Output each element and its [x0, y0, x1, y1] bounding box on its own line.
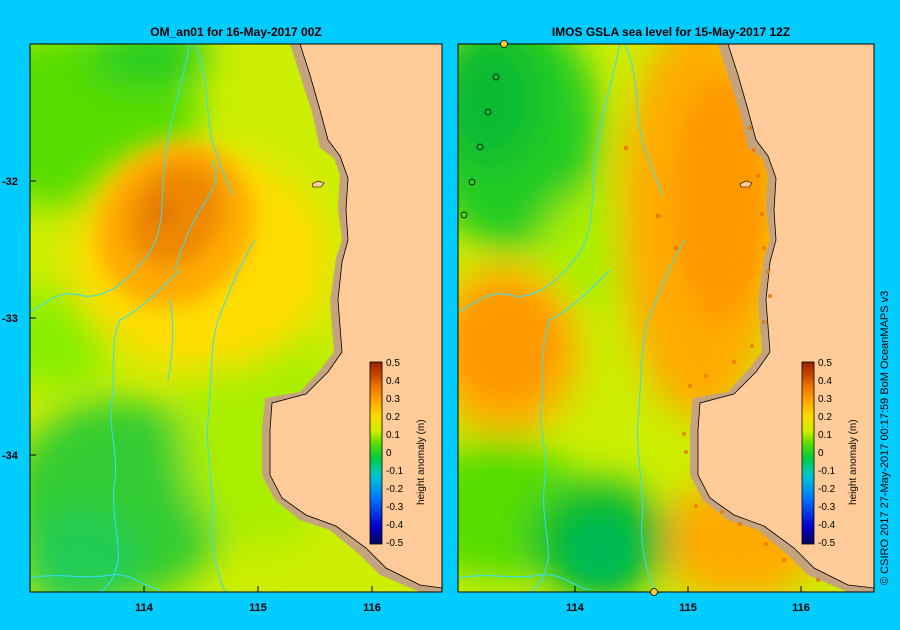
cb-right-tick: 0.2: [818, 412, 832, 423]
colorbar-right-label: height anomaly (m): [848, 419, 859, 505]
y-axis-left: -32 -33 -34: [2, 176, 19, 462]
cb-right-tick: -0.1: [818, 466, 836, 477]
cb-left-tick: -0.2: [386, 484, 404, 495]
cb-right-tick: -0.4: [818, 520, 836, 531]
contour-lines: [30, 44, 256, 592]
x-tick-label: 114: [566, 602, 585, 614]
cb-left-tick: -0.4: [386, 520, 404, 531]
colorbar-right-ticks: 0.5 0.4 0.3 0.2 0.1 0 -0.1 -0.2 -0.3 -0.…: [818, 358, 859, 549]
cb-right-tick: -0.3: [818, 502, 836, 513]
axis-ticks-left: [30, 180, 373, 592]
cb-right-tick: 0: [818, 448, 824, 459]
panel-left-map: [30, 44, 442, 592]
panel-right-title: IMOS GSLA sea level for 15-May-2017 12Z: [552, 25, 790, 39]
panel-left-title: OM_an01 for 16-May-2017 00Z: [150, 25, 321, 39]
cb-left-tick: 0.1: [386, 430, 400, 441]
track-markers: [460, 73, 500, 219]
x-axis-left: 114 115 116: [135, 602, 381, 614]
coastline: [269, 44, 442, 589]
colorbar-left-ticks: 0.5 0.4 0.3 0.2 0.1 0 -0.1 -0.2 -0.3 -0.…: [386, 358, 427, 549]
x-tick-label: 116: [792, 602, 810, 614]
x-tick-label: 115: [679, 602, 697, 614]
panel-right-map: [458, 44, 874, 592]
credit-text: © CSIRO 2017 27-May-2017 00:17:59 BoM Oc…: [879, 291, 891, 585]
cb-left-tick: -0.5: [386, 538, 404, 549]
cb-right-tick: 0.4: [818, 376, 832, 387]
edge-marker: [650, 588, 658, 596]
land-mass: [698, 44, 874, 588]
cb-left-tick: 0.5: [386, 358, 400, 369]
coastline: [697, 44, 874, 589]
cb-left-tick: 0.3: [386, 394, 400, 405]
cb-left-tick: 0.2: [386, 412, 400, 423]
cb-right-tick: 0.5: [818, 358, 832, 369]
cb-left-tick: 0: [386, 448, 392, 459]
y-tick-label: -34: [2, 450, 19, 462]
tide-gauge-markers: [623, 126, 820, 582]
land-mass: [270, 44, 442, 588]
contour-lines: [458, 44, 686, 592]
colorbar-left: [369, 361, 383, 545]
cb-right-tick: -0.2: [818, 484, 836, 495]
x-axis-right: 114 115 116: [566, 602, 810, 614]
cb-right-tick: -0.5: [818, 538, 836, 549]
x-tick-label: 116: [363, 602, 381, 614]
edge-marker: [500, 40, 508, 48]
y-tick-label: -33: [2, 313, 18, 325]
cb-left-tick: -0.3: [386, 502, 404, 513]
cb-right-tick: 0.1: [818, 430, 832, 441]
y-tick-label: -32: [2, 176, 18, 188]
axis-ticks-right: [574, 586, 802, 592]
colorbar-left-label: height anomaly (m): [416, 419, 427, 505]
panel-left-frame: [29, 43, 443, 593]
cb-left-tick: 0.4: [386, 376, 400, 387]
cb-left-tick: -0.1: [386, 466, 404, 477]
colorbar-right: [801, 361, 815, 545]
x-tick-label: 115: [249, 602, 267, 614]
x-tick-label: 114: [135, 602, 154, 614]
panel-right-frame: [457, 43, 875, 593]
cb-right-tick: 0.3: [818, 394, 832, 405]
